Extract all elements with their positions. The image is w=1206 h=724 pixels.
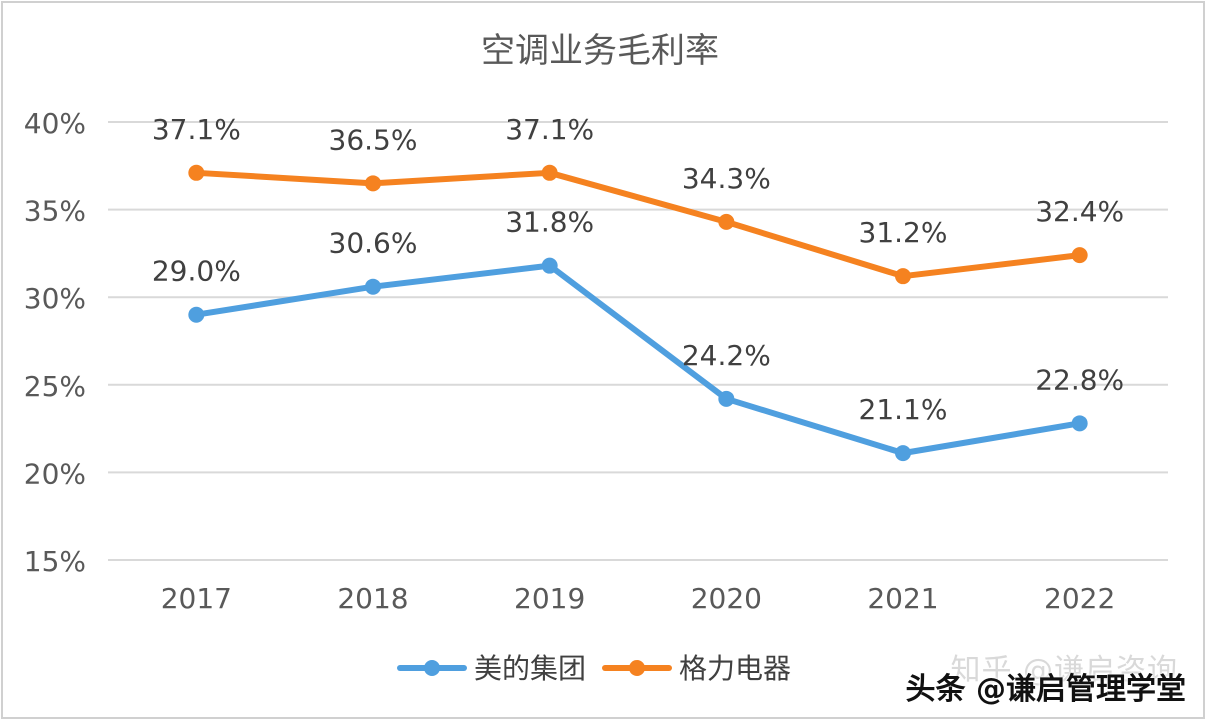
data-point — [365, 278, 381, 295]
x-tick-label: 2022 — [1044, 582, 1115, 615]
data-point — [718, 390, 735, 407]
y-tick-label: 25% — [24, 370, 86, 403]
y-tick-label: 15% — [24, 545, 86, 578]
data-label: 30.6% — [329, 227, 418, 260]
x-tick-label: 2019 — [514, 582, 585, 615]
y-tick-label: 35% — [24, 195, 86, 228]
data-label: 22.8% — [1035, 363, 1124, 396]
series-line — [193, 169, 1083, 280]
series-layer: 29.0% 30.6% 31.8% 24.2% 21.1% 22.8% 37.1% 36.5%… — [152, 113, 1124, 462]
legend-marker — [629, 660, 645, 676]
legend-label: 格力电器 — [679, 652, 791, 685]
data-label: 37.1% — [505, 113, 594, 146]
data-label: 37.1% — [152, 113, 241, 146]
legend-label: 美的集团 — [474, 652, 586, 685]
data-point — [1071, 247, 1088, 264]
series-1: 29.0% 30.6% 31.8% 24.2% 21.1% 22.8% — [152, 206, 1124, 462]
data-point — [718, 213, 735, 230]
y-axis-ticks: 15% 20% 25% 30% 35% 40% — [24, 107, 86, 578]
x-tick-label: 2020 — [691, 582, 762, 615]
x-axis-ticks: 2017 2018 2019 2020 2021 2022 — [161, 582, 1116, 615]
data-point — [365, 175, 381, 192]
data-label: 34.3% — [682, 162, 771, 195]
data-label: 21.1% — [859, 393, 948, 426]
data-label: 32.4% — [1035, 195, 1124, 228]
data-point — [188, 306, 205, 323]
watermark-toutiao: 头条 @谦启管理学堂 — [905, 672, 1186, 707]
chart-title: 空调业务毛利率 — [481, 31, 719, 71]
legend-marker — [424, 660, 440, 676]
data-label: 36.5% — [329, 123, 418, 156]
series-line — [193, 262, 1083, 457]
x-tick-label: 2017 — [161, 582, 232, 615]
watermark-zhihu: 知乎 @谦启咨询 — [950, 653, 1178, 688]
data-point — [1071, 415, 1088, 432]
x-tick-label: 2018 — [337, 582, 408, 615]
data-label: 29.0% — [152, 255, 241, 288]
data-point — [895, 445, 911, 462]
data-point — [541, 164, 558, 181]
data-point — [188, 164, 205, 181]
data-point — [541, 257, 558, 274]
legend: 美的集团 格力电器 — [397, 652, 791, 685]
data-label: 24.2% — [682, 339, 771, 372]
y-tick-label: 40% — [24, 107, 86, 140]
series-2: 37.1% 36.5% 37.1% 34.3% 31.2% 32.4% — [152, 113, 1124, 285]
x-tick-label: 2021 — [867, 582, 938, 615]
data-point — [895, 268, 911, 285]
gridlines — [108, 121, 1168, 561]
data-label: 31.8% — [505, 206, 594, 239]
y-tick-label: 20% — [24, 457, 86, 490]
data-label: 31.2% — [859, 216, 948, 249]
y-tick-label: 30% — [24, 282, 86, 315]
